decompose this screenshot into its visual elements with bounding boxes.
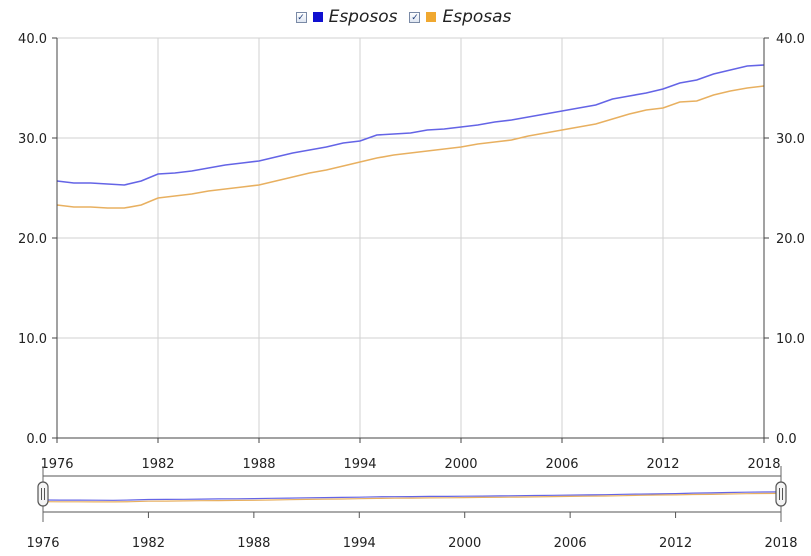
grid [56,37,765,439]
x-tick-label: 2006 [545,457,578,472]
legend-item-esposas[interactable]: ✓ Esposas [409,7,515,27]
x-tick-label: 2000 [444,457,477,472]
navigator-tick-label: 1982 [132,536,165,551]
navigator-series-esposas [42,492,782,503]
y-tick-label-right: 0.0 [776,432,797,447]
navigator-tick-label: 1976 [26,536,59,551]
legend-label: Esposas [442,7,512,27]
legend-label: Esposos [328,7,398,27]
legend: ✓ Esposos ✓ Esposas [0,4,811,30]
navigator-tick-label: 2000 [448,536,481,551]
navigator-left-handle[interactable] [37,466,49,522]
legend-swatch [312,12,323,22]
y-tick-label-left: 30.0 [18,132,47,147]
axes: 0.0 0.0 10.0 10.0 20.0 20.0 30.0 30.0 40.0 40.0 19… [18,32,805,472]
navigator-tick-label: 1988 [237,536,270,551]
range-navigator[interactable]: 1976 1982 1988 1994 2000 2006 2012 2018 [26,466,798,551]
series-lines [56,64,765,209]
legend-swatch [426,12,437,22]
navigator-tick-label: 2006 [554,536,587,551]
y-tick-label-left: 10.0 [18,332,47,347]
y-tick-label-left: 40.0 [18,32,47,47]
navigator-series-esposos [42,491,782,501]
checkbox-checked-icon[interactable]: ✓ [295,11,307,23]
series-line-esposos [56,64,765,186]
y-tick-label-right: 20.0 [776,232,805,247]
x-tick-label: 1988 [242,457,275,472]
series-line-esposas [56,85,765,209]
y-tick-label-left: 0.0 [26,432,47,447]
checkbox-checked-icon[interactable]: ✓ [409,11,421,23]
x-tick-label: 1976 [40,457,73,472]
x-tick-label: 2018 [747,457,780,472]
x-tick-label: 1994 [343,457,376,472]
y-tick-label-right: 30.0 [776,132,805,147]
legend-item-esposos[interactable]: ✓ Esposos [295,7,402,27]
x-tick-label: 2012 [646,457,679,472]
navigator-tick-label: 2012 [659,536,692,551]
y-tick-label-left: 20.0 [18,232,47,247]
navigator-tick-label: 2018 [764,536,797,551]
navigator-tick-label: 1994 [343,536,376,551]
navigator-right-handle[interactable] [775,466,787,522]
x-tick-label: 1982 [141,457,174,472]
y-tick-label-right: 40.0 [776,32,805,47]
y-tick-label-right: 10.0 [776,332,805,347]
